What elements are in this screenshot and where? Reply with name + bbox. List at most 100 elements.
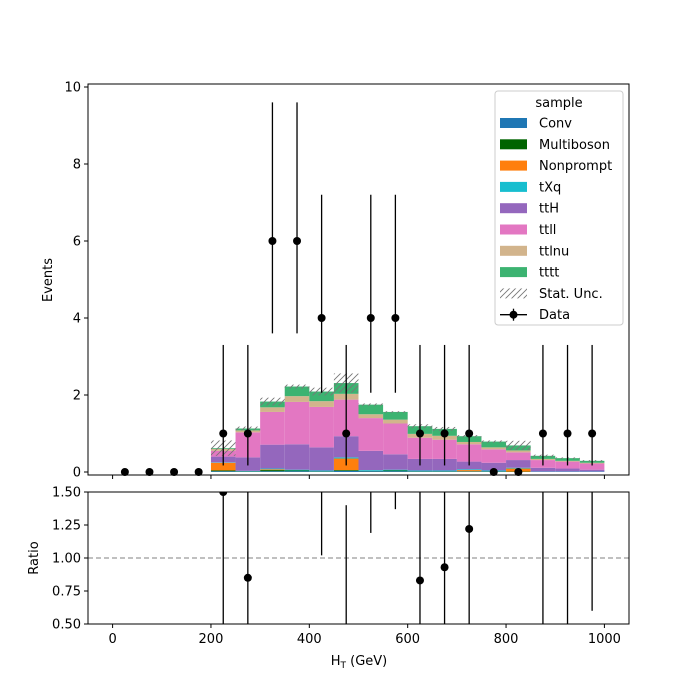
legend-swatch-ttlnu	[500, 245, 527, 256]
main-x-ticks	[112, 475, 605, 479]
bar-ttlnu	[309, 401, 334, 407]
bar-ttlnu	[506, 450, 531, 453]
bar-multiboson	[210, 470, 236, 472]
bar-conv	[383, 471, 408, 472]
legend-label-data: Data	[539, 308, 570, 323]
stat-unc-band	[383, 411, 408, 413]
bar-txq	[383, 469, 408, 471]
data-point	[563, 429, 572, 438]
data-point	[342, 429, 351, 438]
bar-tth	[530, 467, 556, 472]
x-tick-label: 800	[494, 632, 519, 647]
legend-data-marker	[509, 310, 518, 319]
ratio-x-ticks: 0 200 400 600 800 1000	[108, 624, 621, 647]
bar-txq	[456, 469, 482, 471]
bar-multiboson	[260, 470, 285, 472]
legend-label-ttlnu: ttlnu	[539, 244, 569, 259]
ratio-y-tick-label: 1.00	[52, 552, 81, 567]
data-point	[366, 314, 375, 322]
bar-txq	[309, 470, 334, 472]
data-point	[317, 314, 326, 322]
bar-ttll	[309, 406, 334, 448]
data-points	[120, 102, 597, 476]
x-axis-label: HT (GeV)	[331, 654, 388, 671]
legend-label-ttll: ttll	[539, 223, 556, 238]
data-point	[170, 468, 179, 476]
legend-swatch-stat-unc	[500, 288, 527, 299]
legend-label-nonprompt: Nonprompt	[539, 159, 612, 174]
ratio-y-ticks: 0.50 0.75 1.00 1.25 1.50	[52, 486, 88, 633]
bar-ttlnu	[383, 419, 408, 424]
bar-tth	[555, 468, 580, 472]
bar-conv	[358, 471, 384, 472]
data-point	[293, 237, 302, 245]
data-point	[194, 468, 203, 476]
bar-tttt	[309, 391, 334, 402]
legend-label-txq: tXq	[539, 180, 561, 195]
legend-label-conv: Conv	[539, 117, 572, 132]
x-tick-label: 600	[395, 632, 420, 647]
legend-label-multiboson: Multiboson	[539, 138, 610, 153]
ratio-points	[88, 492, 629, 639]
legend-swatch-tth	[500, 203, 527, 214]
data-point	[268, 237, 277, 245]
bar-conv	[260, 471, 285, 472]
main-y-tick-label: 6	[73, 235, 81, 250]
legend-label-stat-unc: Stat. Unc.	[539, 287, 603, 302]
data-point	[145, 468, 154, 476]
ratio-point	[243, 573, 252, 582]
legend-label-tttt: tttt	[539, 266, 559, 281]
bar-multiboson	[284, 470, 310, 472]
bar-txq	[284, 469, 310, 471]
main-y-axis-label: Events	[41, 258, 56, 302]
x-tick-label: 200	[199, 632, 224, 647]
ratio-panel: 0 200 400 600 800 1000 0.50 0.75 1.00 1.25 1.50 R…	[27, 486, 630, 671]
bar-ttll	[358, 418, 384, 451]
ratio-y-axis-label: Ratio	[27, 541, 42, 574]
data-point	[489, 468, 498, 476]
bar-ttll	[284, 401, 310, 445]
main-y-tick-label: 8	[73, 158, 81, 173]
bar-tth	[383, 454, 408, 470]
bar-tth	[260, 444, 285, 469]
bar-ttll	[481, 449, 507, 463]
bar-tth	[358, 450, 384, 471]
data-point	[243, 429, 252, 438]
ratio-point	[342, 631, 350, 639]
main-y-tick-label: 0	[73, 466, 81, 481]
legend: sample Conv Multiboson Nonprompt tXq ttH ttll…	[494, 90, 624, 326]
data-point	[588, 429, 597, 438]
ratio-y-tick-label: 1.25	[52, 519, 81, 534]
main-y-tick-label: 4	[73, 312, 81, 327]
main-frame	[87, 83, 630, 476]
main-y-ticks: 0 2 4 6 8 10	[64, 81, 88, 481]
legend-swatch-conv	[500, 118, 527, 128]
data-point	[219, 429, 228, 438]
stat-unc-band	[506, 440, 531, 451]
bar-ttll	[383, 423, 408, 455]
stat-unc-band	[260, 397, 285, 406]
data-point	[120, 468, 129, 476]
bar-tth	[456, 461, 482, 470]
ratio-y-tick-label: 0.75	[52, 585, 81, 600]
data-point	[538, 429, 547, 438]
bar-multiboson	[333, 470, 359, 471]
bar-tttt	[383, 411, 408, 420]
ratio-point	[440, 563, 449, 572]
legend-label-tth: ttH	[539, 202, 559, 217]
bar-multiboson	[383, 470, 408, 472]
legend-swatch-tttt	[500, 267, 527, 278]
legend-title: sample	[535, 96, 582, 111]
stacked-histogram	[210, 383, 605, 472]
bar-tth	[309, 447, 334, 471]
legend-swatch-ttll	[500, 224, 527, 235]
bar-tth	[481, 462, 507, 471]
main-y-tick-label: 2	[73, 389, 81, 404]
bar-conv	[333, 470, 359, 472]
x-tick-label: 0	[108, 632, 116, 647]
legend-frame	[494, 90, 624, 326]
bar-conv	[210, 471, 236, 472]
bar-ttll	[579, 463, 605, 470]
bar-tttt	[358, 404, 384, 415]
